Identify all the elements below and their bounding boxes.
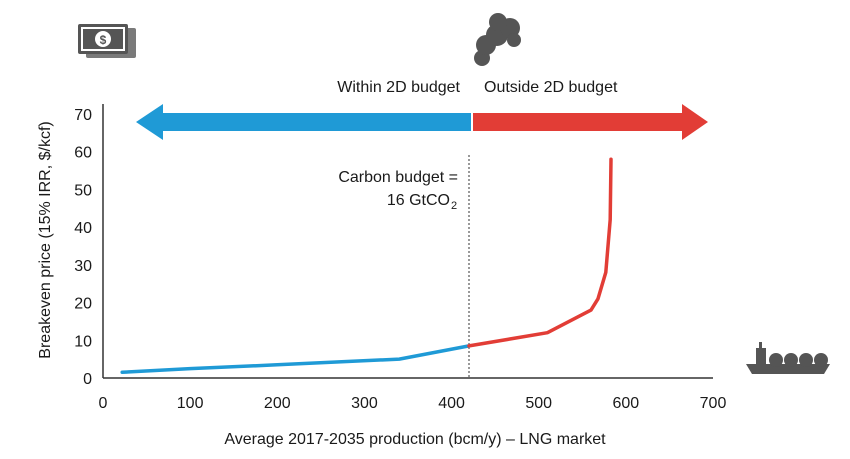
lng-ship-icon xyxy=(746,342,830,374)
carbon-budget-label-line2: 16 GtCO xyxy=(387,192,450,209)
y-tick-label: 60 xyxy=(74,145,92,162)
y-tick-label: 0 xyxy=(83,371,92,388)
carbon-budget-label-line1: Carbon budget = xyxy=(338,169,458,186)
ship-tank xyxy=(814,353,828,367)
x-tick-label: 300 xyxy=(351,395,378,412)
y-tick-labels: 0 10 20 30 40 50 60 70 xyxy=(74,107,92,388)
y-tick-label: 10 xyxy=(74,333,92,350)
y-tick-label: 30 xyxy=(74,258,92,275)
ship-mast xyxy=(759,342,762,350)
y-axis-title: Breakeven price (15% IRR, $/kcf) xyxy=(37,121,54,358)
money-front-border xyxy=(81,27,125,51)
y-tick-label: 40 xyxy=(74,220,92,237)
smoke-puff xyxy=(507,33,521,47)
x-tick-label: 500 xyxy=(525,395,552,412)
x-axis-title: Average 2017-2035 production (bcm/y) – L… xyxy=(224,431,606,448)
within-budget-arrow xyxy=(136,104,471,140)
smoke-puff xyxy=(489,13,507,31)
ship-tank xyxy=(769,353,783,367)
x-tick-label: 0 xyxy=(99,395,108,412)
y-tick-label: 50 xyxy=(74,182,92,199)
x-tick-label: 600 xyxy=(613,395,640,412)
smoke-cloud-icon xyxy=(474,13,521,66)
money-coin xyxy=(95,31,111,47)
ship-bridge xyxy=(756,348,766,364)
series-line-outside-budget xyxy=(467,157,613,348)
outside-budget-arrow xyxy=(473,104,708,140)
x-tick-label: 700 xyxy=(700,395,727,412)
x-tick-labels: 0 100 200 300 400 500 600 700 xyxy=(99,395,727,412)
y-tick-label: 70 xyxy=(74,107,92,124)
ship-hull xyxy=(746,364,830,374)
ship-tank xyxy=(784,353,798,367)
y-tick-label: 20 xyxy=(74,296,92,313)
x-tick-label: 200 xyxy=(264,395,291,412)
ship-tank xyxy=(799,353,813,367)
within-budget-label: Within 2D budget xyxy=(337,79,460,96)
x-tick-label: 100 xyxy=(177,395,204,412)
money-icon: $ xyxy=(78,24,136,58)
series-line-within-budget xyxy=(120,344,471,375)
money-dollar-symbol: $ xyxy=(100,33,107,47)
outside-budget-label: Outside 2D budget xyxy=(484,79,618,96)
carbon-budget-subscript: 2 xyxy=(451,200,457,212)
carbon-budget-value: 16 GtCO xyxy=(387,192,450,209)
x-tick-label: 400 xyxy=(438,395,465,412)
